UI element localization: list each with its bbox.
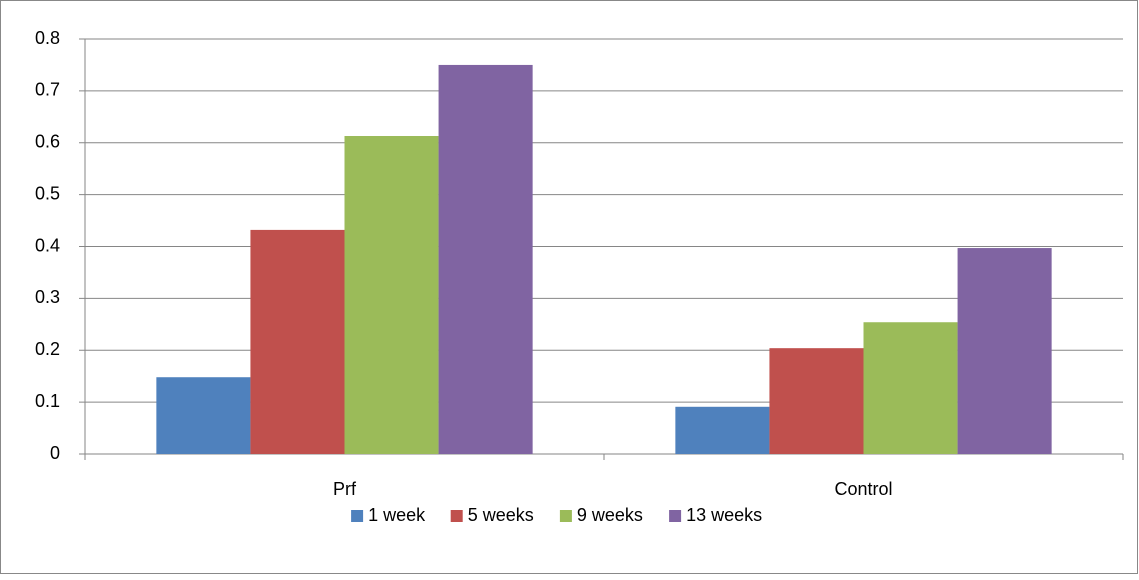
legend-swatch — [351, 510, 364, 522]
bar — [250, 229, 345, 454]
y-tick-label: 0.7 — [35, 80, 60, 100]
legend-swatch — [559, 510, 572, 522]
y-tick-label: 0.5 — [35, 183, 60, 203]
y-tick-label: 0.1 — [35, 391, 60, 411]
bar — [344, 136, 439, 454]
y-tick-label: 0.8 — [35, 28, 60, 48]
bar — [438, 64, 533, 454]
legend-swatch — [669, 510, 682, 522]
legend-label: 9 weeks — [577, 505, 643, 525]
legend-label: 5 weeks — [468, 505, 534, 525]
bar — [769, 348, 864, 454]
legend-label: 13 weeks — [686, 505, 762, 525]
legend-swatch — [450, 510, 463, 522]
y-tick-label: 0.4 — [35, 235, 60, 255]
x-tick-label: Control — [834, 479, 892, 499]
bar — [863, 322, 958, 454]
bar — [957, 248, 1052, 454]
y-tick-label: 0 — [50, 443, 60, 463]
bar — [675, 406, 770, 454]
bar — [156, 377, 251, 454]
legend-label: 1 week — [368, 505, 426, 525]
y-tick-label: 0.3 — [35, 287, 60, 307]
y-tick-label: 0.6 — [35, 132, 60, 152]
x-tick-label: Prf — [333, 479, 357, 499]
y-tick-label: 0.2 — [35, 339, 60, 359]
